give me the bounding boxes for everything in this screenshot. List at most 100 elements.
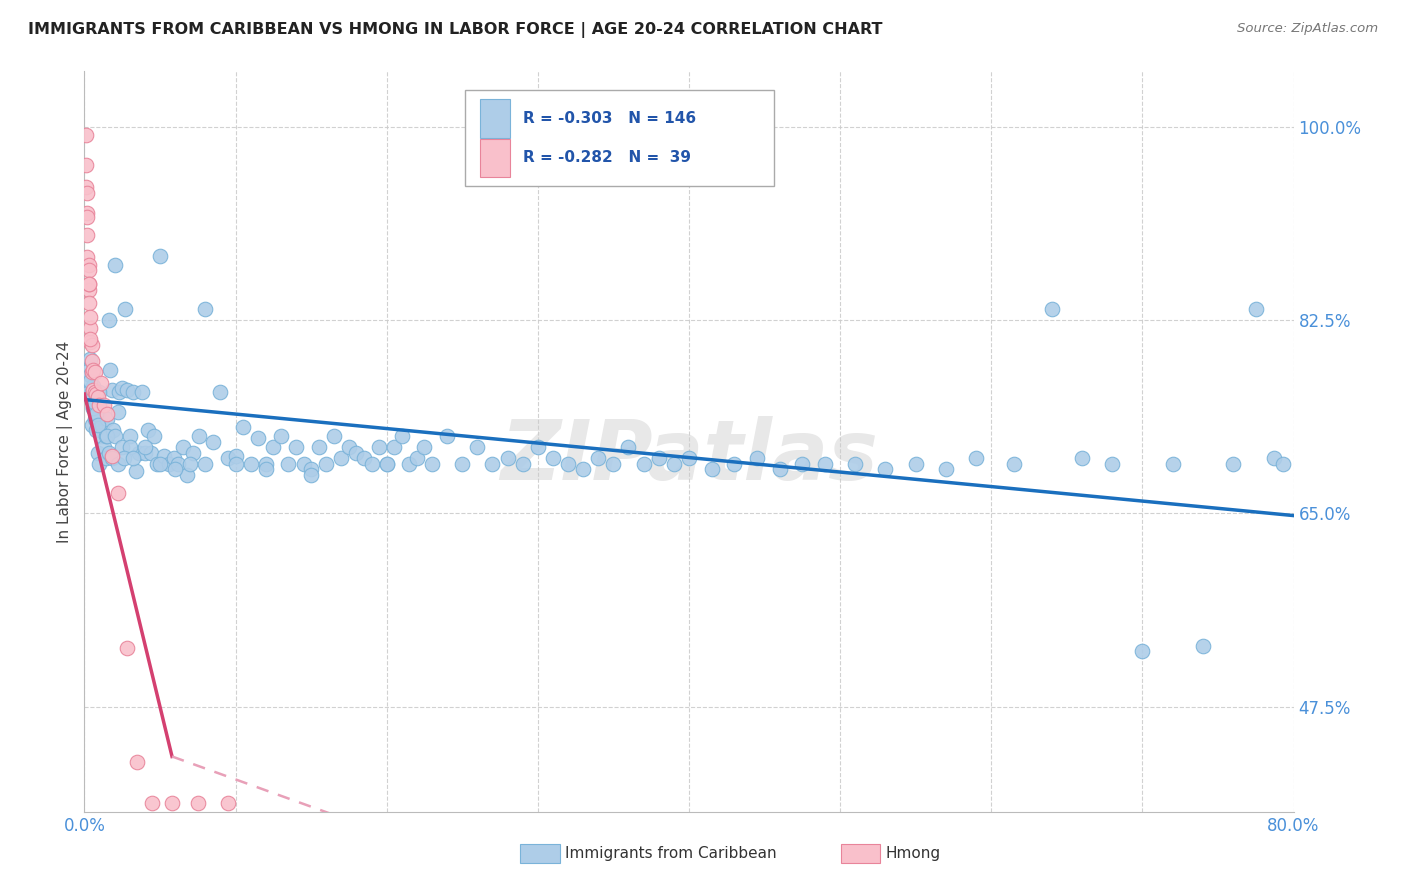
Point — [77, 296, 100, 310]
Point — [277, 457, 299, 471]
Point — [76, 227, 98, 242]
Point — [467, 440, 489, 454]
Point — [299, 462, 322, 476]
Point — [1101, 457, 1123, 471]
Point — [262, 440, 284, 454]
Point — [77, 283, 100, 297]
Point — [176, 467, 198, 482]
Point — [86, 424, 108, 438]
Point — [90, 429, 112, 443]
Point — [167, 457, 190, 471]
Point — [111, 440, 134, 454]
Point — [100, 451, 122, 466]
Point — [87, 407, 110, 421]
Point — [86, 384, 108, 399]
FancyBboxPatch shape — [465, 90, 773, 186]
Text: IMMIGRANTS FROM CARIBBEAN VS HMONG IN LABOR FORCE | AGE 20-24 CORRELATION CHART: IMMIGRANTS FROM CARIBBEAN VS HMONG IN LA… — [28, 22, 883, 38]
Point — [75, 158, 97, 172]
Point — [90, 376, 112, 390]
Point — [1071, 451, 1094, 466]
Point — [398, 457, 420, 471]
Point — [162, 451, 184, 466]
Point — [965, 451, 987, 466]
Point — [80, 417, 103, 432]
Point — [322, 429, 344, 443]
Point — [89, 457, 111, 471]
Point — [723, 457, 745, 471]
Point — [209, 384, 232, 399]
Point — [527, 440, 550, 454]
Point — [115, 383, 138, 397]
Point — [76, 211, 98, 225]
Point — [1002, 457, 1025, 471]
Point — [1192, 639, 1215, 653]
Point — [127, 755, 149, 769]
Point — [1040, 301, 1063, 316]
FancyBboxPatch shape — [479, 139, 510, 178]
Point — [172, 440, 194, 454]
Point — [270, 429, 292, 443]
Point — [146, 457, 169, 471]
Point — [76, 250, 98, 264]
Text: Source: ZipAtlas.com: Source: ZipAtlas.com — [1237, 22, 1378, 36]
Point — [75, 180, 97, 194]
Point — [413, 440, 436, 454]
Point — [97, 313, 120, 327]
Point — [662, 457, 685, 471]
Point — [225, 449, 247, 463]
Point — [121, 451, 143, 466]
Point — [375, 457, 398, 471]
Point — [84, 396, 107, 410]
Point — [82, 383, 104, 397]
Point — [82, 362, 104, 376]
Point — [165, 462, 187, 476]
Point — [87, 390, 110, 404]
Point — [131, 384, 153, 399]
Point — [142, 429, 165, 443]
Point — [80, 384, 103, 399]
Point — [79, 374, 101, 388]
Point — [75, 128, 97, 143]
Point — [875, 462, 897, 476]
Point — [84, 390, 107, 404]
Point — [79, 320, 101, 334]
Point — [107, 405, 129, 419]
Point — [1271, 457, 1294, 471]
Point — [77, 263, 100, 277]
Point — [139, 445, 162, 459]
Point — [84, 412, 107, 426]
Point — [814, 457, 837, 471]
Point — [77, 258, 100, 272]
Point — [89, 384, 111, 399]
Point — [360, 457, 382, 471]
Point — [602, 457, 624, 471]
Point — [141, 796, 163, 810]
Point — [100, 449, 122, 463]
Point — [76, 206, 98, 220]
Point — [1263, 451, 1285, 466]
Point — [700, 462, 723, 476]
Point — [112, 451, 135, 466]
Point — [1130, 644, 1153, 658]
Point — [254, 457, 277, 471]
Point — [375, 457, 398, 471]
Point — [108, 384, 131, 399]
Point — [179, 457, 201, 471]
Point — [648, 451, 671, 466]
Point — [512, 457, 534, 471]
Point — [136, 424, 159, 438]
Point — [79, 335, 101, 350]
Point — [77, 362, 100, 376]
Point — [337, 440, 360, 454]
Point — [77, 384, 100, 399]
Point — [406, 451, 429, 466]
Point — [1244, 301, 1267, 316]
Point — [346, 445, 368, 459]
Point — [451, 457, 474, 471]
Point — [87, 417, 110, 432]
Point — [93, 398, 115, 412]
Point — [225, 457, 247, 471]
Point — [188, 429, 211, 443]
Point — [541, 451, 564, 466]
Point — [436, 429, 458, 443]
